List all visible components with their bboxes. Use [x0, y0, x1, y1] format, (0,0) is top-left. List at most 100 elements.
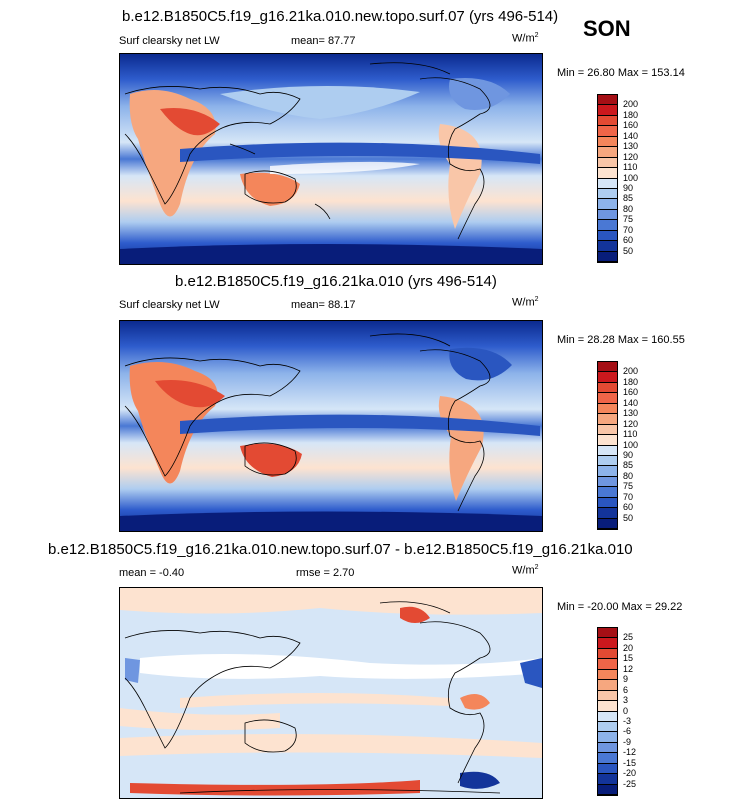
colorbar-tick-label: 110: [623, 162, 638, 173]
colorbar-box: [598, 178, 617, 189]
colorbar-tick-label: -20: [623, 768, 637, 779]
colorbar-tick-label: 9: [623, 674, 629, 685]
colorbar-tick-label: -15: [623, 757, 637, 768]
colorbar-tick-label: 15: [623, 653, 634, 664]
colorbar-box: [598, 435, 617, 446]
colorbar-tick-label: 25: [623, 632, 634, 643]
colorbar-tick-label: 12: [623, 663, 634, 674]
colorbar-box: [598, 680, 617, 691]
panel-2-map: [119, 320, 543, 532]
colorbar-box: [598, 126, 617, 137]
panel-1-title: b.e12.B1850C5.f19_g16.21ka.010.new.topo.…: [122, 8, 559, 25]
colorbar-tick-label: 75: [623, 481, 634, 492]
colorbar-tick-label: 80: [623, 470, 634, 481]
colorbar-tick-label: 60: [623, 502, 634, 513]
colorbar-box: [598, 199, 617, 210]
panel-2-units: W/m2: [512, 296, 539, 309]
colorbar-box: [598, 414, 617, 425]
colorbar-box: [598, 241, 617, 252]
colorbar-box: [598, 168, 617, 179]
colorbar-box: [598, 424, 617, 436]
colorbar-tick-label: 6: [623, 684, 629, 695]
colorbar-tick-label: -3: [623, 715, 632, 726]
colorbar-box: [598, 518, 617, 529]
colorbar-box: [598, 763, 617, 775]
colorbar-tick-label: 100: [623, 172, 639, 183]
colorbar-tick-label: 160: [623, 387, 639, 398]
colorbar-tick-label: 85: [623, 460, 634, 471]
colorbar-tick-label: 120: [623, 151, 639, 162]
colorbar-tick-label: 140: [623, 130, 639, 141]
colorbar-box: [598, 251, 617, 262]
colorbar-box: [598, 476, 617, 488]
panel-1-map-field: [120, 54, 542, 264]
season-label: SON: [583, 16, 631, 41]
colorbar-tick-label: 20: [623, 642, 634, 653]
panel-3-map-field: [120, 588, 542, 798]
panel-3-mean: mean = -0.40: [119, 567, 185, 579]
colorbar-tick-label: 0: [623, 705, 629, 716]
colorbar-box: [598, 487, 617, 498]
colorbar-tick-label: 110: [623, 429, 638, 440]
colorbar-tick-label: 90: [623, 182, 634, 193]
colorbar-box: [598, 753, 617, 764]
colorbar-box: [598, 382, 617, 394]
colorbar-box: [598, 721, 617, 733]
panel-3-rmse: rmse = 2.70: [296, 567, 355, 579]
colorbar-box: [598, 455, 617, 467]
colorbar-box: [598, 147, 617, 158]
colorbar-tick-label: 60: [623, 235, 634, 246]
colorbar-box: [598, 230, 617, 242]
colorbar-tick-label: 140: [623, 397, 639, 408]
colorbar-tick-label: 180: [623, 376, 639, 387]
colorbar-tick-label: 70: [623, 491, 634, 502]
colorbar-box: [598, 732, 617, 743]
colorbar-box: [598, 784, 617, 795]
panel-2-colorbar: 200 180 160 140 130 120 110 100 90 85 80 75 70 60 50: [597, 361, 638, 530]
colorbar-box: [598, 105, 617, 116]
colorbar-box: [598, 393, 617, 404]
colorbar-tick-label: 200: [623, 99, 639, 110]
panel-3-title: b.e12.B1850C5.f19_g16.21ka.010.new.topo.…: [48, 541, 633, 558]
panel-1-minmax: Min = 26.80 Max = 153.14: [557, 67, 685, 79]
panel-3-minmax: Min = -20.00 Max = 29.22: [557, 601, 683, 613]
colorbar-box: [598, 403, 617, 415]
panel-1-map: [119, 53, 543, 265]
colorbar-tick-label: 75: [623, 214, 634, 225]
colorbar-box: [598, 445, 617, 456]
colorbar-tick-label: 130: [623, 141, 639, 152]
colorbar-tick-label: 50: [623, 245, 634, 256]
colorbar-tick-label: 3: [623, 695, 629, 706]
colorbar-tick-label: 160: [623, 120, 639, 131]
panel-2-mean: mean= 88.17: [291, 299, 356, 311]
colorbar-box: [598, 209, 617, 221]
colorbar-box: [598, 628, 617, 639]
colorbar-box: [598, 497, 617, 509]
panel-2-minmax: Min = 28.28 Max = 160.55: [557, 334, 685, 346]
colorbar-box: [598, 372, 617, 383]
colorbar-box: [598, 95, 617, 106]
colorbar-box: [598, 136, 617, 148]
colorbar-tick-label: 200: [623, 366, 639, 377]
colorbar-box: [598, 508, 617, 519]
panel-2-variable-label: Surf clearsky net LW: [119, 299, 220, 311]
colorbar-tick-label: -12: [623, 747, 637, 758]
colorbar-box: [598, 638, 617, 649]
colorbar-tick-label: 70: [623, 224, 634, 235]
colorbar-box: [598, 659, 617, 670]
panel-1-colorbar: 200 180 160 140 130 120 110 100 90 85 80 75 70 60 50: [597, 94, 638, 263]
colorbar-tick-label: -9: [623, 736, 632, 747]
colorbar-tick-label: 100: [623, 439, 639, 450]
colorbar-tick-label: -6: [623, 726, 632, 737]
colorbar-box: [598, 362, 617, 373]
panel-2-map-field: [120, 321, 542, 531]
colorbar-box: [598, 157, 617, 169]
colorbar-box: [598, 701, 617, 712]
panel-1-variable-label: Surf clearsky net LW: [119, 35, 220, 47]
panel-1-units: W/m2: [512, 32, 539, 45]
colorbar-box: [598, 742, 617, 754]
panel-2-title: b.e12.B1850C5.f19_g16.21ka.010 (yrs 496-…: [175, 273, 497, 290]
colorbar-box: [598, 220, 617, 231]
colorbar-tick-label: -25: [623, 778, 637, 789]
colorbar-tick-label: 90: [623, 449, 634, 460]
